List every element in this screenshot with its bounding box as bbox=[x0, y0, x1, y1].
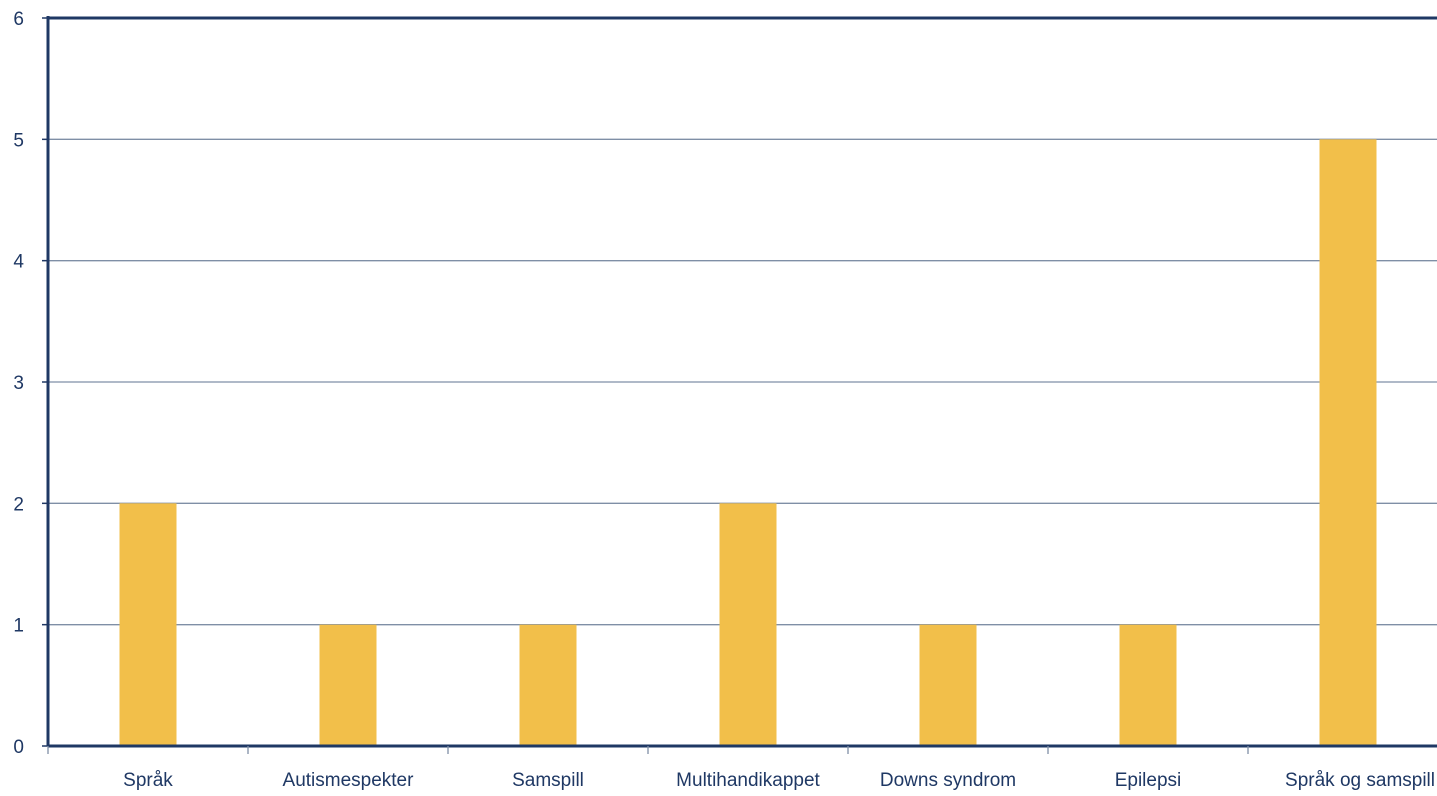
x-tick-label: Språk bbox=[123, 770, 173, 791]
bar-7 bbox=[1319, 139, 1377, 747]
x-tick-label: Samspill bbox=[512, 770, 584, 791]
bar-1 bbox=[119, 503, 177, 746]
x-tick-label: Multihandikappet bbox=[676, 770, 820, 791]
bar-5 bbox=[919, 624, 977, 746]
y-tick-label: 2 bbox=[13, 494, 24, 515]
x-tick-labels: Språk Autismespekter Samspill Multihandikap… bbox=[123, 770, 1435, 791]
bar-3 bbox=[519, 624, 577, 746]
y-tick-label: 4 bbox=[13, 252, 24, 273]
x-tick-label: Downs syndrom bbox=[880, 770, 1016, 791]
y-tick-label: 1 bbox=[13, 616, 24, 637]
y-tick-label: 6 bbox=[13, 9, 24, 30]
y-tick-label: 5 bbox=[13, 130, 24, 151]
gridlines bbox=[48, 138, 1437, 626]
y-tick-label: 0 bbox=[13, 737, 24, 758]
bar-6 bbox=[1119, 624, 1177, 746]
x-tick-label: Språk og samspill bbox=[1285, 770, 1435, 791]
y-tick-labels: 0 1 2 3 4 5 6 bbox=[13, 9, 24, 758]
y-tick-label: 3 bbox=[13, 373, 24, 394]
bar-4 bbox=[719, 503, 777, 746]
bar-2 bbox=[319, 624, 377, 746]
x-tick-label: Epilepsi bbox=[1115, 770, 1182, 791]
axes bbox=[42, 16, 1437, 754]
bars bbox=[119, 139, 1377, 747]
x-tick-label: Autismespekter bbox=[283, 770, 415, 791]
